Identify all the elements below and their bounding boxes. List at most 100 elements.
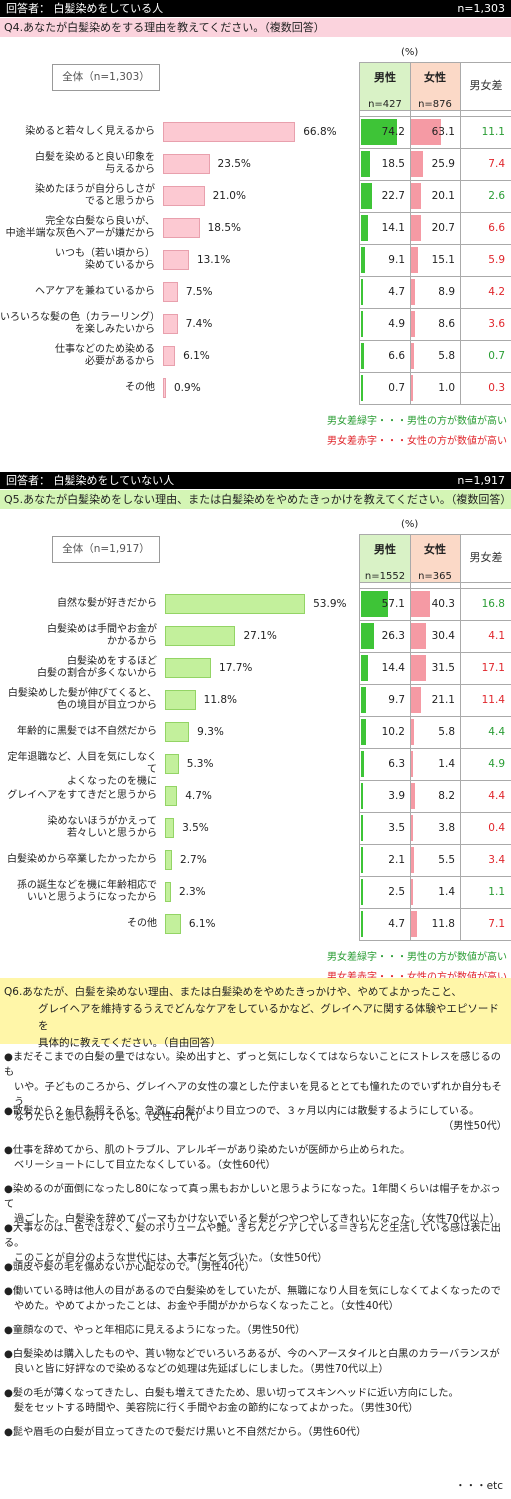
unit-label: (%): [401, 47, 419, 58]
diff-value: 7.1: [488, 918, 505, 930]
female-bar: [411, 279, 416, 305]
male-header: 男性 n=427: [360, 63, 410, 111]
female-bar: [411, 847, 414, 873]
diff-value: 16.8: [481, 598, 505, 610]
female-value: 8.2: [438, 790, 455, 802]
category-label-line: を楽しみたいから: [75, 324, 155, 335]
category-label-line: ヘアケアを兼ねているから: [35, 286, 155, 297]
comment-item: ●白髪染めは購入したものや、貰い物などでいろいろあるが、今のヘアースタイルと白黒…: [4, 1347, 507, 1377]
female-bar: [411, 911, 417, 937]
category-label: いつも（若い頃から） 染めているから: [0, 248, 155, 272]
female-count: n=876: [418, 99, 452, 110]
row-divider: [359, 780, 511, 781]
female-label: 女性: [424, 71, 446, 84]
category-label: ヘアケアを兼ねているから: [0, 286, 155, 298]
female-bar: [411, 375, 413, 401]
male-value: 9.7: [388, 694, 405, 706]
total-bar: [165, 594, 306, 614]
comment-line: 髪をセットする時間や、美容院に行く手間やお金の節約になってよかった。（男性30代…: [14, 1403, 419, 1414]
male-bar: [361, 247, 366, 273]
female-value: 5.8: [438, 350, 455, 362]
total-bar: [165, 850, 173, 870]
diff-value: 1.1: [488, 886, 505, 898]
comment-item: ●仕事を辞めてから、肌のトラブル、アレルギーがあり染めたいが医師から止められた。…: [4, 1143, 507, 1173]
comment-line: ●大事なのは、色ではなく、髪のボリュームや艶。きちんとケアしている＝きちんと生活…: [4, 1223, 501, 1249]
total-bar: [165, 626, 236, 646]
comment-line: ベリーショートにして目立たなくしている。（女性60代）: [14, 1160, 276, 1171]
total-bar: [163, 250, 189, 270]
diff-label: 男女差: [469, 551, 503, 564]
total-value: 5.3%: [186, 758, 214, 770]
male-bar: [361, 151, 370, 177]
male-value: 57.1: [381, 598, 405, 610]
category-label: 白髪染めは手間やお金が かかるから: [0, 624, 157, 648]
column-divider: [460, 535, 461, 940]
male-label: 男性: [374, 543, 396, 556]
total-bar: [165, 786, 178, 806]
note-green: 男女差緑字・・・男性の方が数値が高い: [327, 416, 507, 427]
male-bar: [361, 279, 364, 305]
total-bar: [165, 658, 212, 678]
comment-item: ●髭や眉毛の白髪が目立ってきたので髪だけ黒いと不自然だから。（男性60代）: [4, 1425, 507, 1440]
row-divider: [359, 372, 511, 373]
male-value: 18.5: [381, 158, 405, 170]
row-divider: [359, 404, 511, 405]
category-label-line: 仕事などのため染める: [55, 344, 155, 355]
category-label-line: 若々しいと思うから: [67, 828, 157, 839]
diff-value: 17.1: [481, 662, 505, 674]
male-bar: [361, 687, 366, 713]
total-bar: [163, 122, 296, 142]
q6-line-2: グレイヘアを維持するうえでどんなケアをしているかなど、グレイヘアに関する体験やエ…: [38, 1003, 499, 1032]
total-value: 13.1%: [196, 254, 231, 266]
category-label: グレイヘアをすてきだと思うから: [0, 790, 157, 802]
total-value: 7.4%: [185, 318, 213, 330]
female-value: 8.9: [438, 286, 455, 298]
male-bar: [361, 719, 366, 745]
total-bar: [165, 818, 175, 838]
male-value: 3.5: [388, 822, 405, 834]
diff-value: 0.7: [488, 350, 505, 362]
male-value: 22.7: [381, 190, 405, 202]
male-value: 0.7: [388, 382, 405, 394]
male-bar: [361, 655, 368, 681]
category-label-line: よくなったのを機に: [67, 776, 157, 787]
total-value: 4.7%: [185, 790, 212, 802]
row-divider: [359, 748, 511, 749]
total-bar: [163, 314, 178, 334]
diff-value: 3.6: [488, 318, 505, 330]
respondent-header: 回答者： 白髪染めをしていない人 n=1,917: [0, 472, 511, 489]
row-divider: [359, 684, 511, 685]
comment-line: ●仕事を辞めてから、肌のトラブル、アレルギーがあり染めたいが医師から止められた。: [4, 1145, 411, 1156]
male-value: 2.1: [388, 854, 405, 866]
total-value: 21.0%: [212, 190, 246, 202]
row-divider: [359, 180, 511, 181]
female-bar: [411, 119, 442, 145]
category-label-line: その他: [125, 382, 155, 393]
total-bar: [163, 186, 205, 206]
diff-value: 3.4: [488, 854, 505, 866]
row-divider: [359, 148, 511, 149]
category-label-line: かかるから: [107, 636, 157, 647]
female-bar: [411, 783, 415, 809]
female-value: 21.1: [431, 694, 455, 706]
male-bar: [361, 119, 397, 145]
row-divider: [359, 844, 511, 845]
respondent-label: 回答者： 白髪染めをしている人: [6, 2, 164, 15]
diff-value: 4.9: [488, 758, 505, 770]
total-value: 3.5%: [182, 822, 209, 834]
total-bar: [163, 378, 166, 398]
male-value: 6.3: [388, 758, 405, 770]
male-bar: [361, 591, 389, 617]
diff-header: 男女差: [460, 63, 511, 111]
comment-line: ●働いている時は他人の目があるので白髪染めをしていたが、無職になり人目を気にしな…: [4, 1286, 501, 1297]
category-label: 染めたほうが自分らしさが でると思うから: [0, 184, 155, 208]
category-label-line: グレイヘアをすてきだと思うから: [7, 790, 157, 801]
category-label: 白髪染めから卒業したかったから: [0, 854, 157, 866]
category-label-line: いろいろな髪の色（カラーリング）: [0, 312, 160, 323]
female-value: 5.5: [438, 854, 455, 866]
diff-header: 男女差: [460, 535, 511, 583]
total-value: 53.9%: [313, 598, 347, 610]
row-divider: [359, 716, 511, 717]
total-bar: [165, 882, 171, 902]
total-value: 18.5%: [207, 222, 241, 234]
